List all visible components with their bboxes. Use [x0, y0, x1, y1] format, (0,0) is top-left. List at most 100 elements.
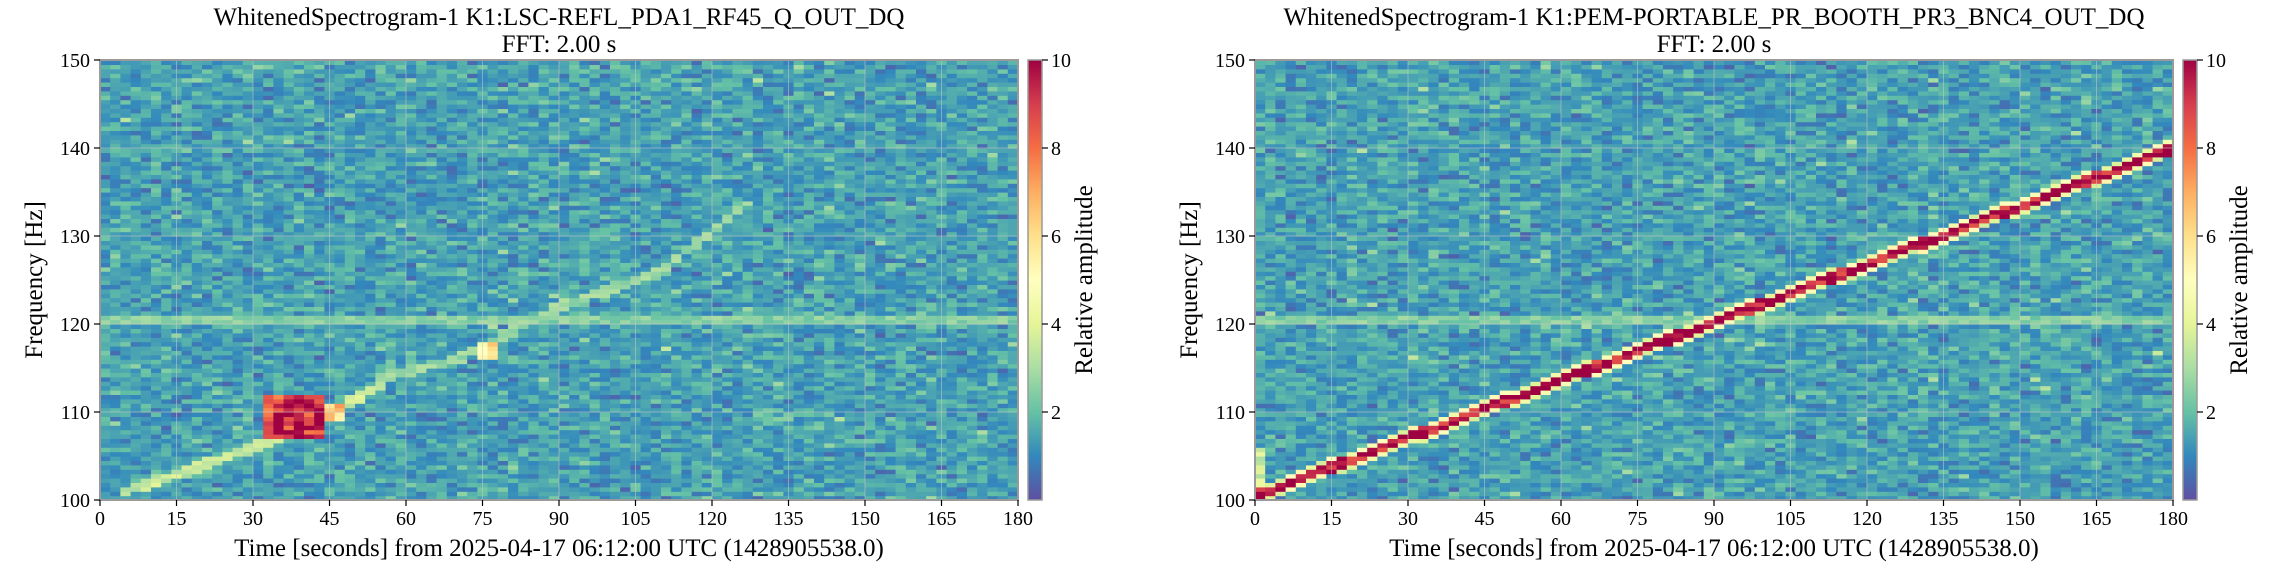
spectrogram-cell [385, 205, 397, 211]
spectrogram-cell [222, 341, 234, 347]
spectrogram-cell [263, 266, 274, 272]
spectrogram-cell [344, 73, 356, 79]
spectrogram-cell [222, 346, 234, 351]
spectrogram-cell [100, 495, 111, 501]
spectrogram-cell [293, 346, 305, 351]
spectrogram-cell [161, 473, 172, 479]
spectrogram-cell [232, 280, 244, 285]
spectrogram-cell [140, 293, 152, 299]
spectrogram-cell [120, 266, 132, 272]
spectrogram-cell [406, 464, 417, 470]
spectrogram-cell [457, 231, 468, 237]
spectrogram-cell [518, 390, 529, 395]
spectrogram-cell [151, 306, 162, 312]
spectrogram-cell [293, 121, 305, 127]
spectrogram-cell [395, 196, 407, 202]
spectrogram-cell [304, 478, 315, 483]
spectrogram-cell [589, 319, 601, 325]
spectrogram-cell [548, 139, 560, 145]
spectrogram-cell [293, 412, 305, 417]
spectrogram-cell [232, 495, 244, 501]
spectrogram-cell [569, 464, 580, 470]
spectrogram-cell [538, 244, 550, 250]
spectrogram-cell [436, 227, 448, 233]
spectrogram-cell [497, 249, 509, 255]
spectrogram-cell [375, 104, 387, 109]
spectrogram-cell [365, 469, 376, 475]
spectrogram-cell [446, 148, 458, 153]
spectrogram-cell [528, 412, 540, 417]
spectrogram-cell [375, 350, 387, 356]
spectrogram-cell [202, 73, 213, 79]
spectrogram-cell [467, 293, 478, 299]
spectrogram-cell [242, 134, 254, 140]
spectrogram-cell [242, 90, 254, 96]
spectrogram-cell [436, 134, 448, 140]
spectrogram-cell [222, 271, 234, 277]
spectrogram-cell [110, 385, 121, 391]
spectrogram-cell [110, 469, 121, 475]
spectrogram-cell [385, 227, 397, 233]
spectrogram-cell [446, 104, 458, 109]
spectrogram-cell [497, 143, 509, 149]
spectrogram-cell [110, 381, 121, 387]
spectrogram-cell [538, 68, 550, 74]
spectrogram-cell [263, 253, 274, 259]
spectrogram-cell [212, 447, 223, 453]
spectrogram-cell [212, 266, 223, 272]
spectrogram-cell [263, 372, 274, 378]
spectrogram-cell [140, 108, 152, 114]
spectrogram-cell [273, 64, 285, 70]
spectrogram-cell [538, 425, 550, 431]
spectrogram-cell [426, 161, 438, 167]
spectrogram-cell [181, 469, 193, 475]
spectrogram-cell [273, 390, 285, 395]
spectrogram-cell [375, 385, 387, 391]
spectrogram-cell [130, 460, 142, 466]
spectrogram-cell [375, 187, 387, 193]
spectrogram-cell [253, 302, 264, 307]
spectrogram-cell [355, 134, 366, 140]
spectrogram-cell [212, 258, 223, 263]
spectrogram-cell [385, 495, 397, 501]
spectrogram-cell [120, 288, 132, 294]
spectrogram-cell [436, 438, 448, 444]
spectrogram-cell [365, 368, 376, 373]
spectrogram-cell [508, 134, 519, 140]
spectrogram-cell [202, 222, 213, 228]
spectrogram-cell [538, 240, 550, 246]
spectrogram-cell [416, 161, 427, 167]
spectrogram-cell [416, 200, 427, 206]
spectrogram-cell [538, 451, 550, 457]
spectrogram-cell [508, 205, 519, 211]
spectrogram-cell [344, 420, 356, 426]
spectrogram-cell [406, 253, 417, 259]
spectrogram-cell [406, 227, 417, 233]
spectrogram-cell [559, 491, 570, 497]
spectrogram-cell [151, 143, 162, 149]
spectrogram-cell [232, 425, 244, 431]
spectrogram-cell [263, 183, 274, 189]
spectrogram-cell [212, 262, 223, 268]
spectrogram-cell [538, 236, 550, 241]
spectrogram-cell [202, 297, 213, 303]
spectrogram-cell [151, 231, 162, 237]
spectrogram-cell [579, 90, 591, 96]
spectrogram-cell [314, 161, 325, 167]
spectrogram-cell [395, 460, 407, 466]
spectrogram-cell [355, 390, 366, 395]
spectrogram-cell [426, 280, 438, 285]
spectrogram-cell [375, 310, 387, 316]
spectrogram-cell [446, 253, 458, 259]
spectrogram-cell [140, 143, 152, 149]
spectrogram-cell [140, 218, 152, 224]
spectrogram-cell [457, 156, 468, 162]
spectrogram-cell [365, 346, 376, 351]
spectrogram-cell [293, 90, 305, 96]
spectrogram-cell [242, 469, 254, 475]
spectrogram-cell [457, 473, 468, 479]
spectrogram-cell [599, 139, 611, 145]
spectrogram-cell [120, 438, 132, 444]
spectrogram-cell [538, 372, 550, 378]
spectrogram-cell [100, 473, 111, 479]
